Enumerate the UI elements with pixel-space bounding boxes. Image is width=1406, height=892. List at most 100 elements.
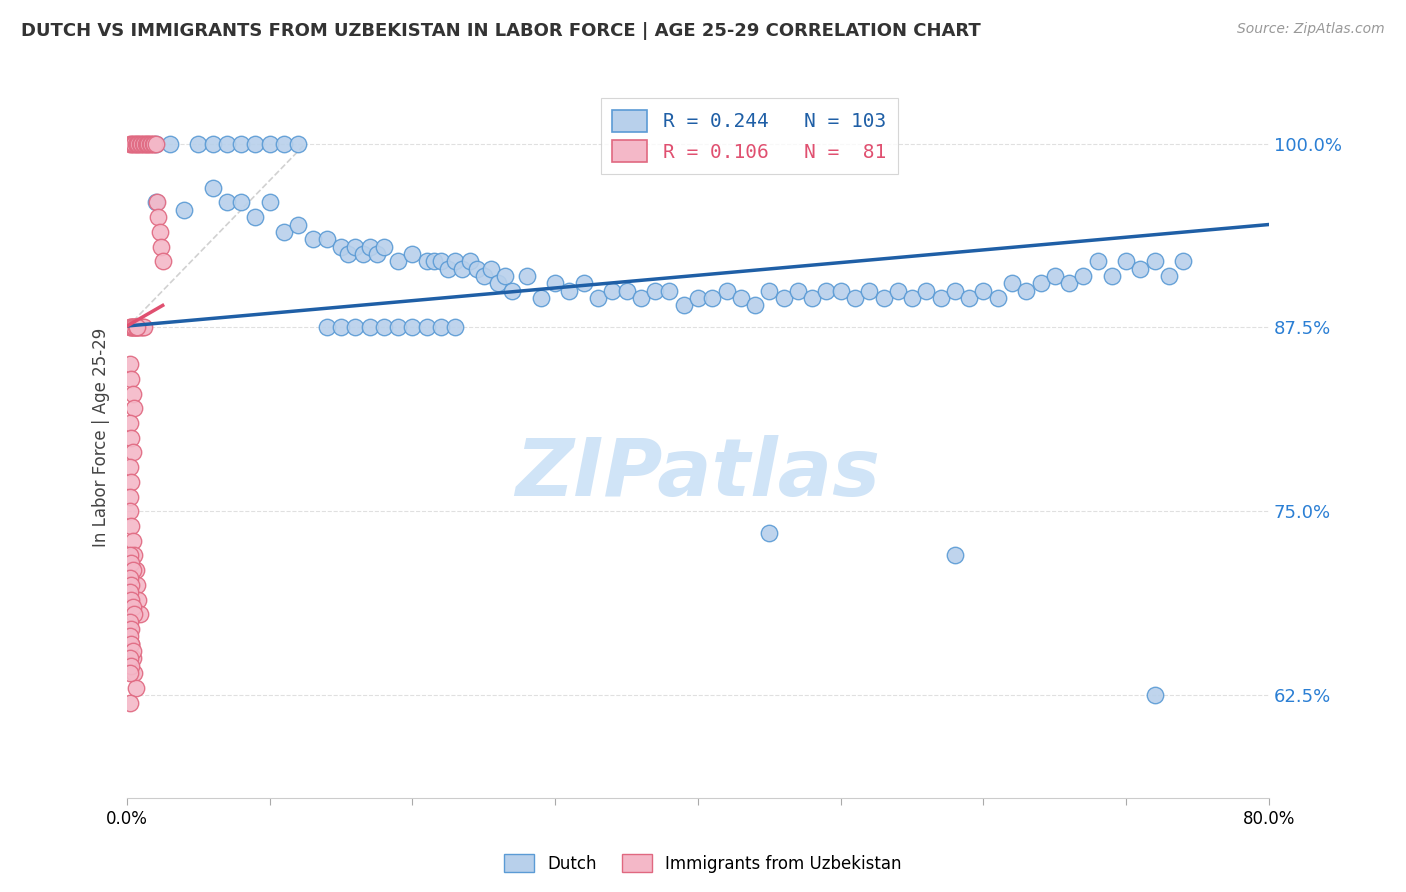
Point [530, 291, 553, 305]
Point [337, 247, 360, 261]
Point [125, 320, 148, 334]
Point [128, 320, 150, 334]
Point [259, 195, 281, 210]
Point [744, 298, 766, 312]
Point [120, 556, 142, 570]
Point [330, 239, 353, 253]
Point [815, 284, 838, 298]
Point [118, 666, 141, 681]
Point [129, 320, 152, 334]
Point [124, 681, 146, 695]
Point [131, 320, 153, 334]
Point [957, 291, 980, 305]
Point [259, 136, 281, 151]
Point [136, 136, 159, 151]
Point [1143, 688, 1166, 702]
Point [128, 607, 150, 622]
Point [122, 401, 145, 416]
Point [124, 320, 146, 334]
Point [430, 254, 453, 268]
Point [423, 254, 446, 268]
Point [173, 202, 195, 217]
Point [479, 261, 502, 276]
Point [120, 658, 142, 673]
Point [352, 247, 374, 261]
Point [145, 195, 167, 210]
Point [118, 622, 141, 636]
Point [658, 284, 681, 298]
Point [330, 320, 353, 334]
Point [125, 320, 148, 334]
Point [118, 549, 141, 563]
Point [118, 136, 141, 151]
Point [373, 320, 395, 334]
Point [120, 637, 142, 651]
Point [139, 136, 162, 151]
Point [245, 210, 267, 224]
Point [118, 416, 141, 430]
Point [231, 195, 253, 210]
Point [149, 225, 172, 239]
Point [122, 320, 145, 334]
Point [120, 592, 142, 607]
Point [120, 372, 142, 386]
Point [1043, 268, 1066, 283]
Point [215, 195, 238, 210]
Point [872, 291, 894, 305]
Point [416, 254, 439, 268]
Point [135, 136, 157, 151]
Point [122, 136, 145, 151]
Point [586, 291, 609, 305]
Point [124, 563, 146, 577]
Point [152, 254, 174, 268]
Point [121, 644, 143, 658]
Point [118, 585, 141, 599]
Point [830, 284, 852, 298]
Point [1173, 254, 1195, 268]
Point [141, 136, 163, 151]
Point [127, 592, 149, 607]
Text: DUTCH VS IMMIGRANTS FROM UZBEKISTAN IN LABOR FORCE | AGE 25-29 CORRELATION CHART: DUTCH VS IMMIGRANTS FROM UZBEKISTAN IN L… [21, 22, 981, 40]
Point [118, 570, 141, 584]
Point [1087, 254, 1109, 268]
Point [287, 136, 309, 151]
Text: ZIPatlas: ZIPatlas [516, 434, 880, 513]
Point [121, 136, 143, 151]
Point [287, 218, 309, 232]
Point [672, 298, 695, 312]
Point [118, 320, 141, 334]
Legend: Dutch, Immigrants from Uzbekistan: Dutch, Immigrants from Uzbekistan [498, 847, 908, 880]
Point [118, 615, 141, 629]
Point [127, 320, 149, 334]
Point [359, 239, 381, 253]
Point [1015, 284, 1038, 298]
Point [187, 136, 209, 151]
Point [901, 291, 924, 305]
Point [943, 549, 966, 563]
Point [121, 320, 143, 334]
Point [118, 651, 141, 665]
Point [120, 622, 142, 636]
Point [758, 526, 780, 541]
Point [118, 490, 141, 504]
Point [344, 320, 367, 334]
Point [1073, 268, 1095, 283]
Point [120, 637, 142, 651]
Point [1157, 268, 1180, 283]
Point [118, 460, 141, 475]
Point [458, 254, 481, 268]
Point [120, 431, 142, 445]
Point [401, 247, 423, 261]
Point [1001, 277, 1024, 291]
Point [121, 651, 143, 665]
Point [121, 563, 143, 577]
Point [887, 284, 910, 298]
Point [120, 475, 142, 489]
Point [359, 320, 381, 334]
Point [444, 254, 467, 268]
Point [373, 239, 395, 253]
Point [120, 578, 142, 592]
Point [486, 277, 509, 291]
Point [301, 232, 323, 246]
Point [150, 239, 173, 253]
